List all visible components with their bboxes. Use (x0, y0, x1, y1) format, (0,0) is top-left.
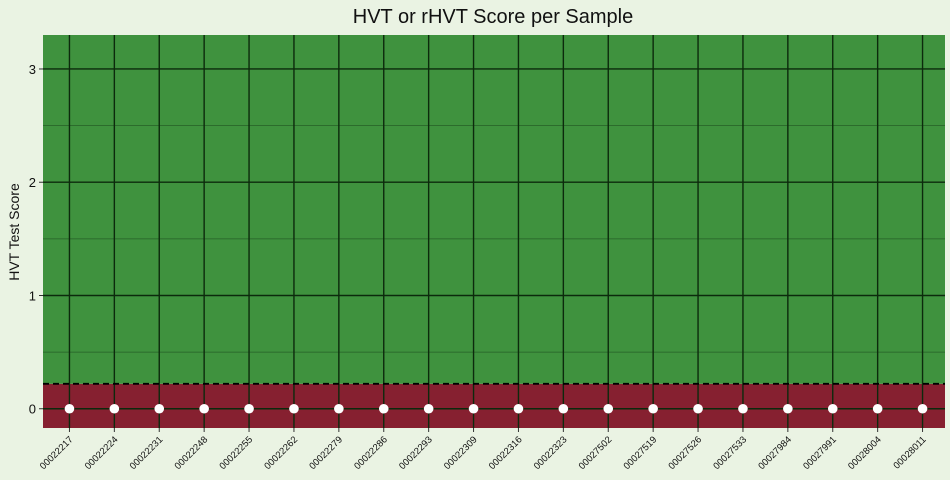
data-point (827, 403, 838, 414)
data-point (738, 403, 748, 414)
data-point (199, 403, 209, 414)
y-tick-label: 1 (29, 288, 36, 303)
data-point (872, 403, 883, 414)
data-point (513, 403, 524, 414)
y-tick-label: 3 (29, 62, 36, 77)
x-tick-label: 00027502 (577, 434, 615, 472)
data-point (109, 403, 120, 414)
x-tick-label: 00022255 (217, 434, 255, 472)
fail-band (43, 383, 945, 428)
x-tick-label: 00027984 (756, 434, 794, 472)
x-tick-label: 00022248 (173, 434, 211, 472)
x-tick-label: 00022217 (38, 434, 76, 472)
data-point (289, 403, 299, 414)
y-tick-label: 0 (29, 402, 36, 417)
x-tick-label: 00027519 (622, 434, 660, 472)
x-tick-label: 00022309 (442, 434, 480, 472)
data-point (693, 403, 703, 414)
x-tick-label: 00027533 (711, 434, 749, 472)
chart-title: HVT or rHVT Score per Sample (353, 6, 633, 28)
x-tick-label: 00022262 (262, 434, 300, 472)
data-point (244, 403, 254, 414)
x-tick-label: 00022231 (128, 434, 166, 472)
x-tick-label: 00022316 (487, 434, 525, 472)
data-point (64, 403, 75, 414)
pass-band (43, 35, 945, 384)
x-tick-label: 00022323 (532, 434, 570, 472)
x-tick-label: 00028011 (892, 434, 929, 471)
x-tick-label: 00022286 (352, 434, 390, 472)
data-point (558, 403, 569, 414)
data-point (423, 403, 434, 414)
y-axis-label: HVT Test Score (6, 183, 22, 281)
x-tick-label: 00022224 (83, 434, 121, 472)
x-tick-label: 00022279 (307, 434, 345, 472)
x-tick-label: 00022293 (397, 434, 435, 472)
x-tick-label: 00027991 (801, 434, 839, 472)
data-point (378, 403, 389, 414)
y-tick-label: 2 (29, 175, 36, 190)
data-point (917, 403, 928, 414)
x-tick-label: 00027526 (666, 434, 704, 472)
data-point (468, 403, 479, 414)
data-point (603, 403, 614, 414)
data-point (783, 403, 793, 414)
x-tick-label: 00028004 (846, 434, 884, 472)
data-point (334, 403, 344, 414)
data-point (648, 403, 658, 414)
data-point (154, 403, 165, 414)
